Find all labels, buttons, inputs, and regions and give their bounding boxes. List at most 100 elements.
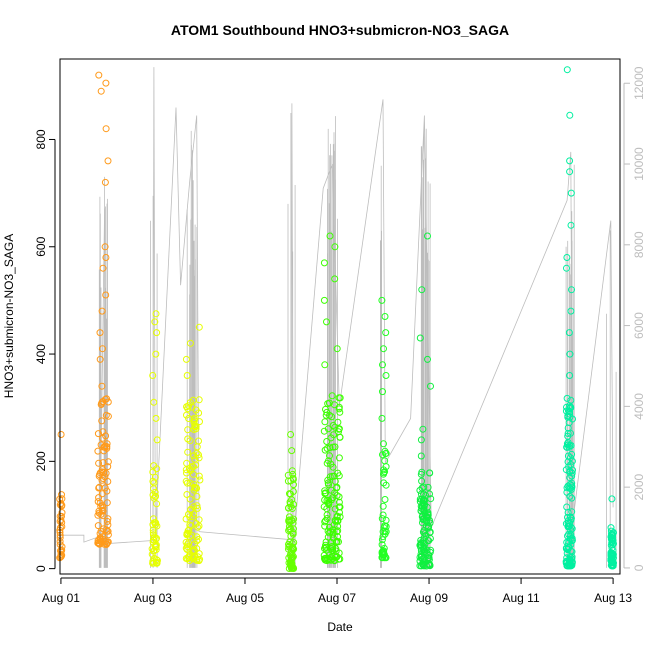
data-point: [104, 515, 112, 523]
data-point: [327, 460, 335, 468]
data-point: [183, 530, 191, 538]
data-point: [193, 533, 201, 541]
data-point: [608, 539, 616, 547]
data-point: [321, 487, 329, 495]
data-point: [419, 511, 427, 519]
data-point: [379, 451, 386, 459]
data-point: [328, 413, 336, 421]
data-point: [323, 318, 330, 326]
data-point: [104, 157, 112, 165]
data-point: [95, 459, 103, 467]
data-point: [195, 409, 203, 417]
data-point: [151, 318, 159, 326]
data-point: [335, 394, 343, 402]
data-point: [334, 469, 342, 477]
data-point: [329, 422, 337, 429]
data-point: [182, 466, 190, 474]
data-point: [186, 495, 194, 503]
data-point: [333, 528, 341, 536]
data-point: [287, 525, 295, 533]
x-tick-label: Aug 01: [42, 591, 80, 605]
data-point: [186, 513, 194, 521]
data-point: [288, 516, 296, 524]
data-point: [100, 447, 108, 455]
data-point: [381, 313, 389, 320]
data-point: [426, 516, 433, 524]
data-point: [96, 471, 104, 479]
data-point: [153, 436, 161, 444]
data-point: [195, 451, 202, 459]
data-point: [421, 540, 429, 548]
data-point: [192, 461, 200, 469]
data-point: [321, 522, 329, 530]
data-point: [333, 483, 341, 491]
data-point: [94, 511, 102, 519]
data-point: [564, 532, 571, 540]
data-point: [379, 511, 387, 519]
data-point: [98, 506, 106, 514]
data-point: [378, 541, 386, 549]
data-point: [607, 541, 615, 549]
data-point: [94, 522, 102, 530]
data-point: [192, 484, 200, 492]
data-point: [320, 296, 328, 304]
data-point: [568, 286, 575, 294]
data-point: [182, 355, 190, 363]
data-point: [417, 470, 425, 478]
data-point: [565, 484, 573, 492]
x-tick-label: Aug 07: [318, 591, 356, 605]
data-point: [378, 550, 386, 558]
data-point: [416, 498, 424, 506]
data-point: [563, 254, 571, 261]
data-point: [104, 412, 112, 420]
data-point: [96, 329, 104, 337]
data-point: [183, 459, 191, 467]
data-point: [380, 345, 387, 353]
data-point: [568, 494, 576, 502]
data-point: [288, 447, 296, 455]
data-point: [381, 496, 389, 503]
secondary-line-spike-3: [287, 113, 296, 568]
data-point: [329, 528, 337, 536]
data-point: [331, 243, 339, 251]
secondary-line-spike-1: [150, 195, 158, 568]
data-point: [149, 531, 157, 539]
data-point: [563, 264, 570, 272]
data-point: [417, 490, 425, 498]
y2-tick-label: 8000: [632, 231, 646, 258]
data-point: [321, 361, 329, 369]
data-point: [418, 286, 426, 294]
data-point: [188, 463, 196, 470]
data-point: [196, 418, 203, 426]
data-point: [150, 494, 158, 502]
data-point: [149, 536, 157, 544]
y-tick-label: 800: [34, 129, 48, 149]
data-point: [104, 463, 112, 471]
data-point: [417, 502, 425, 510]
data-point: [418, 477, 426, 485]
data-point: [150, 462, 158, 470]
chart-title: ATOM1 Southbound HNO3+submicron-NO3_SAGA: [171, 22, 509, 38]
data-point: [104, 538, 112, 546]
data-point: [567, 189, 575, 197]
y-axis-label: HNO3+submicron-NO3_SAGA: [2, 234, 16, 398]
data-point: [186, 479, 194, 487]
data-point: [329, 494, 337, 502]
data-point: [379, 533, 387, 541]
data-point: [426, 528, 434, 536]
data-point: [103, 499, 111, 507]
data-point: [150, 547, 158, 555]
data-point: [566, 168, 574, 176]
data-point: [380, 469, 388, 477]
data-point: [416, 553, 424, 561]
data-point: [323, 438, 331, 445]
data-point: [567, 221, 575, 229]
data-point: [325, 481, 332, 489]
data-point: [98, 382, 106, 390]
data-point: [99, 459, 107, 467]
data-point: [97, 527, 105, 535]
data-point: [333, 492, 341, 499]
x-tick-label: Aug 03: [134, 591, 172, 605]
data-point: [382, 481, 390, 489]
data-point: [378, 414, 386, 422]
